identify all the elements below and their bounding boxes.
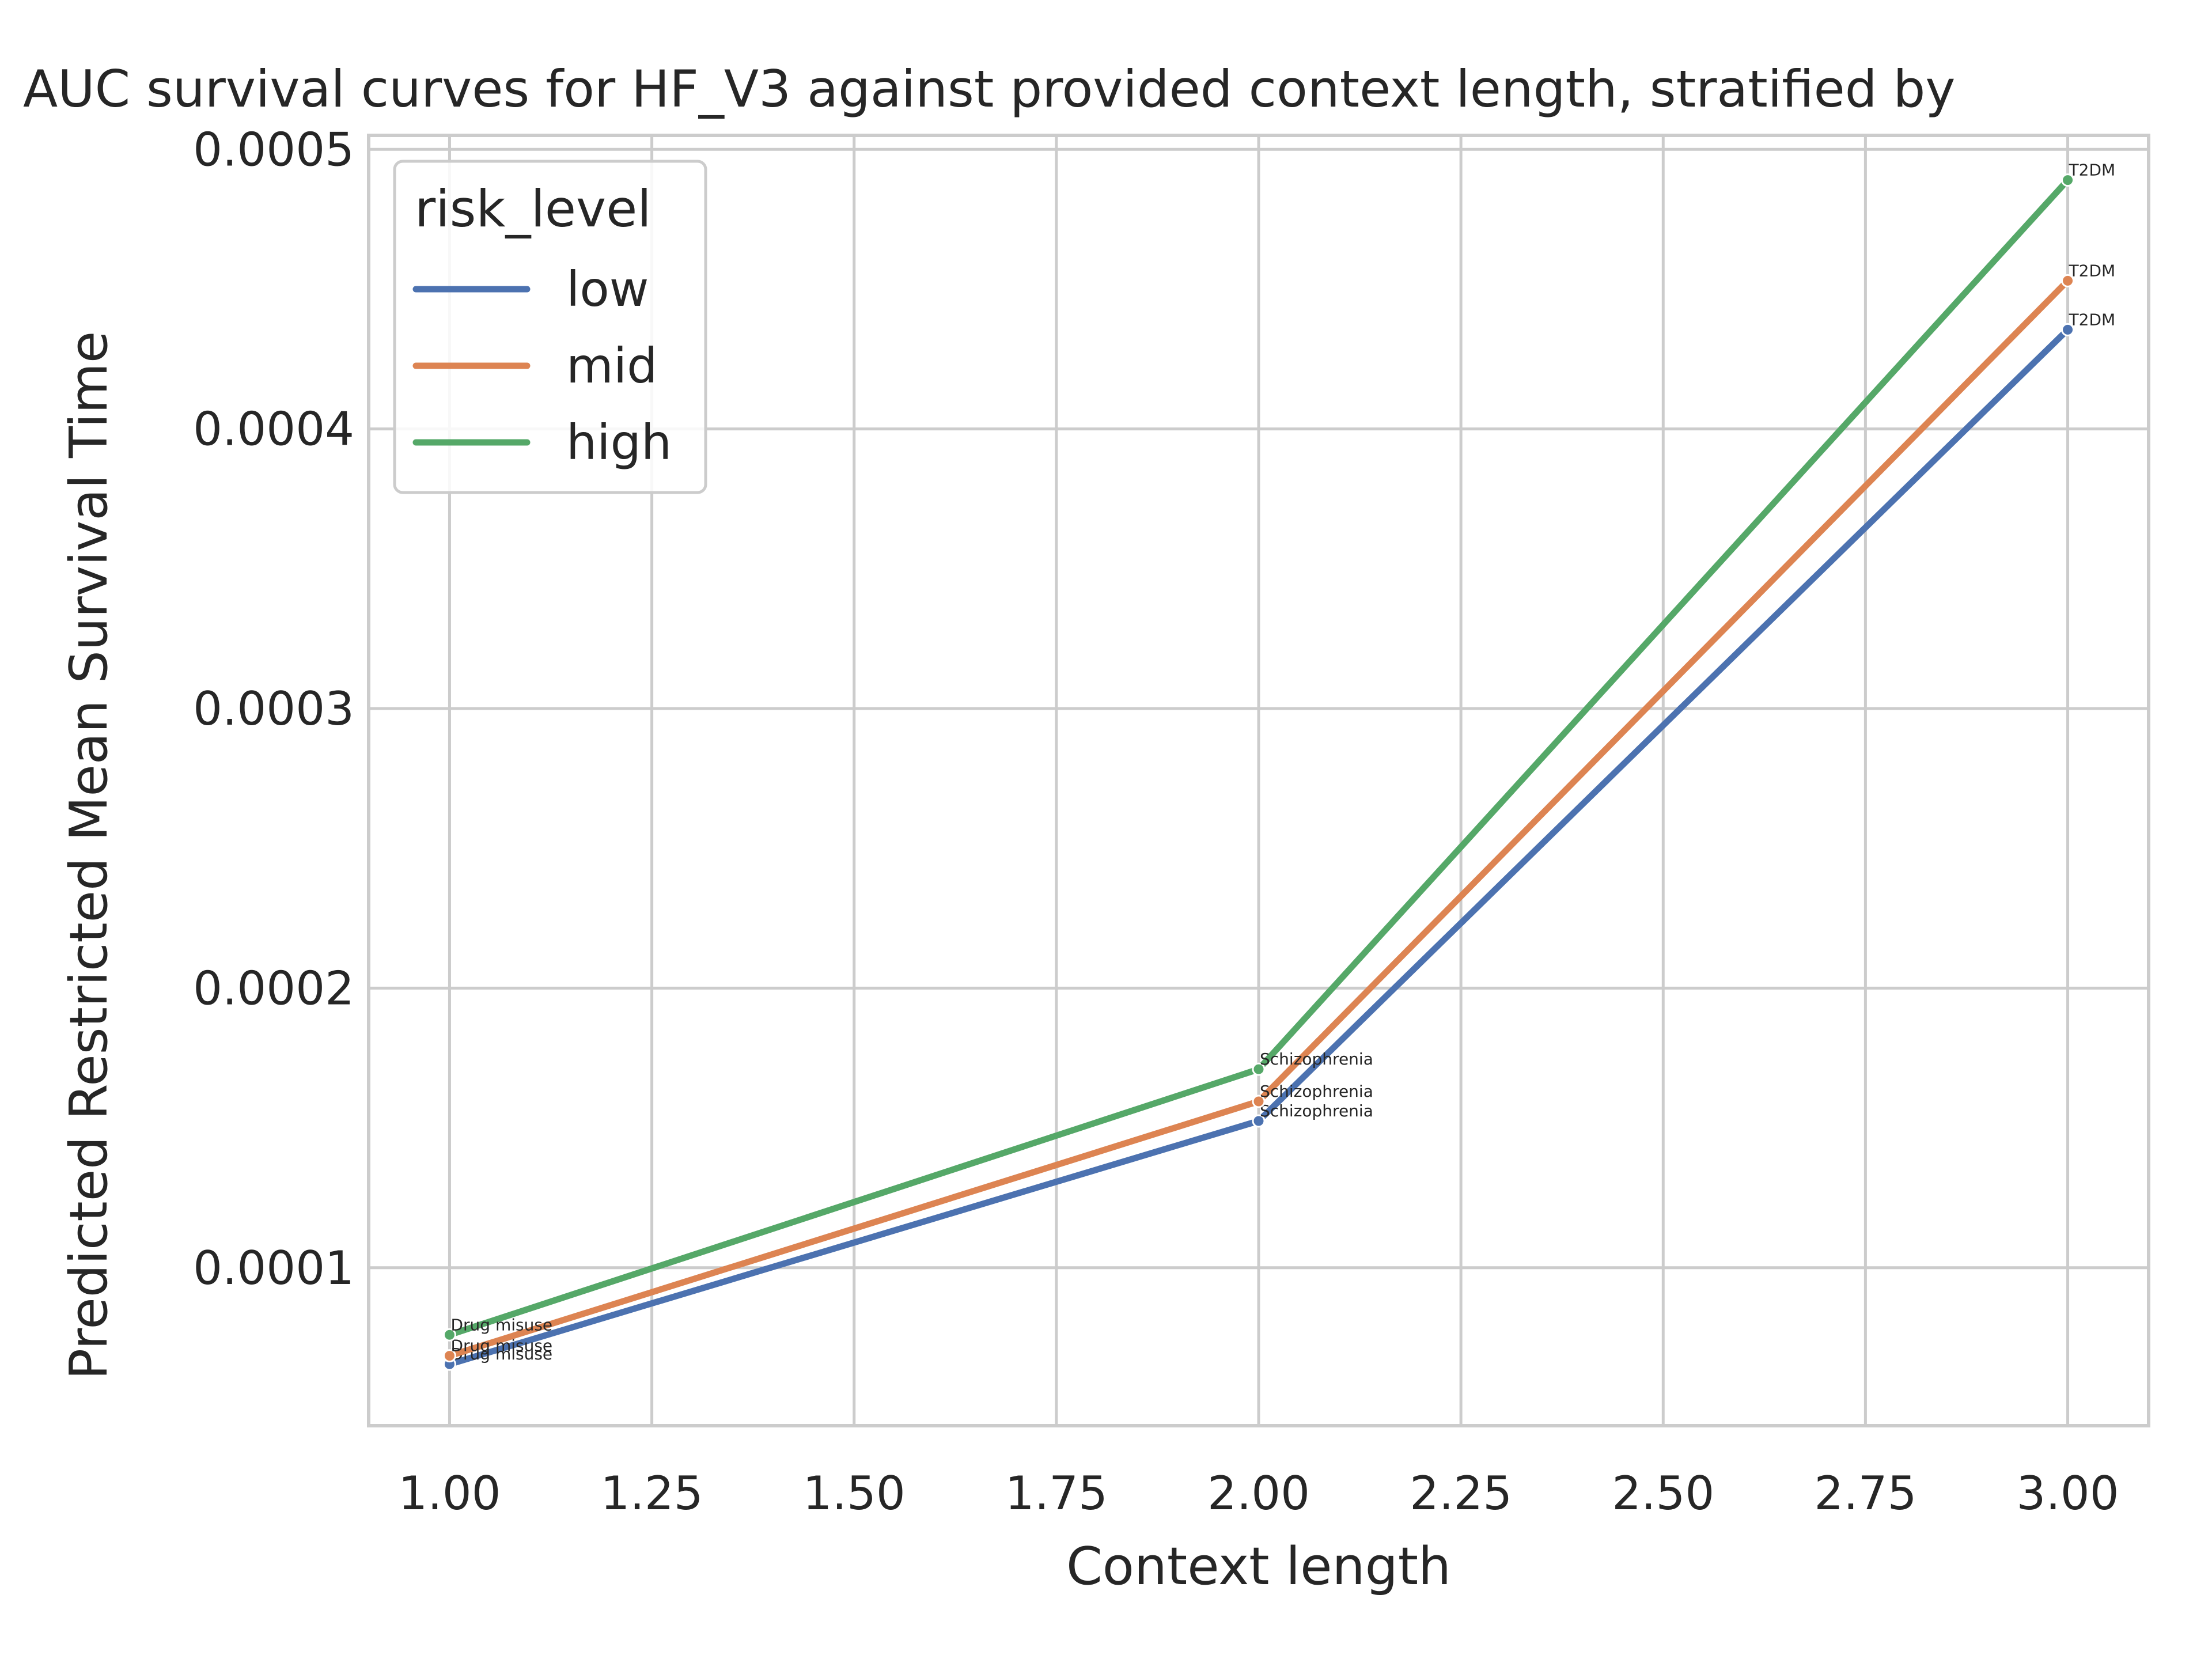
- point-label: Drug misuse: [450, 1336, 552, 1355]
- x-tick-label: 2.50: [1612, 1467, 1714, 1520]
- x-tick-label: 2.75: [1814, 1467, 1916, 1520]
- point-label: Schizophrenia: [1260, 1082, 1373, 1101]
- x-axis-label: Context length: [1066, 1536, 1451, 1597]
- series-low: Drug misuse Schizophrenia T2DM: [442, 310, 2116, 1371]
- y-ticks: 0.0001 0.0002 0.0003 0.0004 0.0005: [193, 123, 354, 1294]
- y-tick-label: 0.0003: [193, 682, 354, 736]
- x-tick-label: 3.00: [2016, 1467, 2119, 1520]
- legend-label: mid: [566, 338, 657, 394]
- data-point: [2061, 274, 2075, 287]
- series-mid: Drug misuse Schizophrenia T2DM: [442, 261, 2116, 1363]
- legend-label: low: [566, 261, 649, 317]
- series-high: Drug misuse Schizophrenia T2DM: [442, 161, 2116, 1342]
- x-tick-label: 2.00: [1207, 1467, 1310, 1520]
- point-label: T2DM: [2069, 310, 2116, 329]
- y-tick-label: 0.0002: [193, 961, 354, 1015]
- legend-item-high: high: [412, 414, 672, 471]
- data-point: [1252, 1094, 1266, 1108]
- plot-frame: [367, 134, 2150, 1427]
- x-tick-label: 1.75: [1005, 1467, 1108, 1520]
- point-label: Schizophrenia: [1260, 1050, 1373, 1069]
- legend: risk_level low mid high: [393, 160, 707, 494]
- x-tick-label: 1.50: [803, 1467, 906, 1520]
- point-label: T2DM: [2069, 161, 2116, 180]
- x-tick-label: 2.25: [1410, 1467, 1512, 1520]
- legend-box: [393, 160, 707, 494]
- legend-label: high: [566, 414, 672, 471]
- point-label: T2DM: [2069, 261, 2116, 280]
- y-axis-label: Predicted Restricted Mean Survival Time: [59, 331, 119, 1380]
- x-tick-label: 1.25: [601, 1467, 703, 1520]
- chart-title: AUC survival curves for HF_V3 against pr…: [23, 59, 1955, 119]
- point-label: Drug misuse: [450, 1315, 552, 1334]
- x-tick-label: 1.00: [398, 1467, 501, 1520]
- data-point: [1252, 1062, 1266, 1076]
- data-point: [2061, 323, 2075, 336]
- legend-item-mid: mid: [412, 338, 657, 394]
- legend-item-low: low: [412, 261, 649, 317]
- data-point: [1252, 1114, 1266, 1128]
- data-point: [2061, 173, 2075, 187]
- data-point: [442, 1349, 456, 1363]
- y-tick-label: 0.0004: [193, 403, 354, 456]
- y-tick-label: 0.0001: [193, 1241, 354, 1295]
- y-tick-label: 0.0005: [193, 123, 354, 176]
- grid: [369, 135, 2149, 1426]
- series-layer: Drug misuse Schizophrenia T2DM Drug misuse S…: [442, 161, 2116, 1371]
- legend-title: risk_level: [415, 179, 652, 238]
- point-label: Schizophrenia: [1260, 1101, 1373, 1120]
- data-point: [442, 1328, 456, 1342]
- x-ticks: 1.00 1.25 1.50 1.75 2.00 2.25 2.50 2.75 3.00: [398, 1467, 2119, 1520]
